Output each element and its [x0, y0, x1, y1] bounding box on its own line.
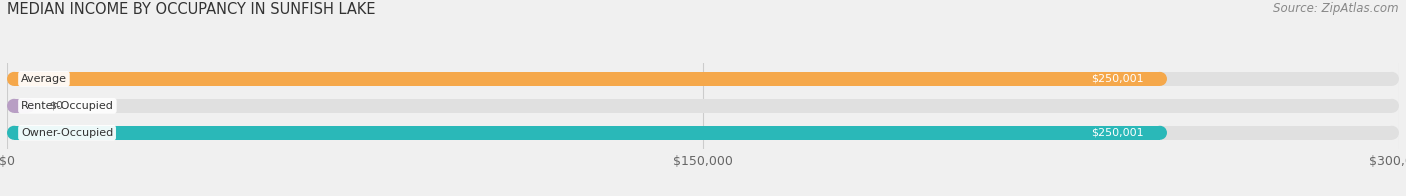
Ellipse shape	[1385, 72, 1399, 86]
Ellipse shape	[1153, 72, 1167, 86]
Bar	[14, 126, 1392, 140]
Text: $250,001: $250,001	[1091, 128, 1144, 138]
Ellipse shape	[7, 126, 21, 140]
Text: $250,001: $250,001	[1091, 74, 1144, 84]
Text: Average: Average	[21, 74, 67, 84]
Ellipse shape	[7, 126, 21, 140]
Text: Owner-Occupied: Owner-Occupied	[21, 128, 114, 138]
Ellipse shape	[7, 72, 21, 86]
Bar	[14, 126, 1160, 140]
Ellipse shape	[21, 99, 35, 113]
Text: Renter-Occupied: Renter-Occupied	[21, 101, 114, 111]
Ellipse shape	[7, 99, 21, 113]
Bar	[14, 99, 1392, 113]
Bar	[14, 72, 1392, 86]
Bar	[14, 72, 1160, 86]
Ellipse shape	[1153, 126, 1167, 140]
Ellipse shape	[1385, 126, 1399, 140]
Text: Source: ZipAtlas.com: Source: ZipAtlas.com	[1274, 2, 1399, 15]
Ellipse shape	[1385, 99, 1399, 113]
Ellipse shape	[7, 99, 21, 113]
Bar	[14, 99, 28, 113]
Ellipse shape	[7, 72, 21, 86]
Text: $0: $0	[49, 101, 63, 111]
Text: MEDIAN INCOME BY OCCUPANCY IN SUNFISH LAKE: MEDIAN INCOME BY OCCUPANCY IN SUNFISH LA…	[7, 2, 375, 17]
